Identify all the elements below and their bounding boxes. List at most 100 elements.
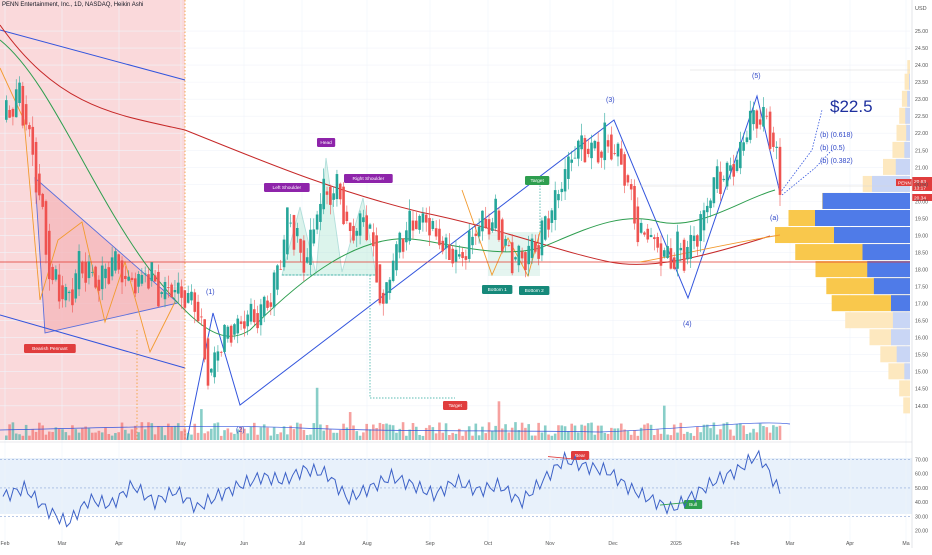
volume-bar [577,432,580,440]
volume-bar [57,428,61,440]
volume-bar [464,431,468,440]
candle-body [441,240,445,252]
candle-body [428,217,431,236]
candle-body [507,245,511,246]
pennant-triangle [34,176,179,334]
candle-body [219,351,223,353]
volume-bar [524,427,527,440]
volume-bar [451,432,454,440]
volume-bar [705,424,709,440]
candle-body [153,275,157,282]
candle-body [758,119,762,125]
volume-bar [193,423,197,440]
volume-bar [38,422,41,440]
volume-bar [262,424,266,440]
candle-body [712,177,716,204]
candle-body [553,190,557,220]
candle-body [269,302,273,307]
time-tick-label: Mar [786,541,795,547]
volume-profile-bar-other [815,210,910,227]
volume-bar [510,427,514,440]
volume-bar [114,433,117,440]
candle-body [18,82,21,104]
candle-body [5,100,8,120]
wave-b-0618-label: (b) (0.618) [820,132,853,139]
candle-body [77,251,81,290]
candle-body [262,296,266,317]
wave-4-label: (4) [683,321,692,328]
candle-body [74,273,78,299]
candle-body [715,166,719,189]
price-tick-label: 17.00 [915,302,928,308]
candle-body [107,267,111,284]
time-tick-label: Apr [115,541,123,547]
pennant-zigzag [0,67,176,354]
volume-profile-bar [903,397,910,414]
candle-body [163,281,167,300]
volume-bar [560,425,564,440]
volume-bar [239,426,243,440]
volume-bar [355,431,359,440]
volume-bar [213,423,216,440]
time-tick-label: Mar [58,541,67,547]
volume-bar [84,426,87,440]
volume-bar [491,430,494,440]
volume-bar [216,422,220,440]
candle-body [534,242,537,252]
price-tick-label: 17.50 [915,285,928,291]
candle-body [309,229,312,265]
volume-bar [342,423,345,440]
volume-bar [672,424,676,440]
volume-bar [547,434,550,440]
candle-body [196,301,200,322]
hs-target-label-bg [443,401,468,410]
volume-bar [669,435,673,440]
volume-bar [137,432,140,440]
rsi-tick-label: 30.00 [915,514,928,520]
volume-bar [140,422,144,440]
volume-bar [418,434,421,440]
volume-bar [130,429,134,440]
candle-body [672,257,676,269]
volume-bar [603,432,607,440]
volume-bar [252,422,256,440]
db-target-label: Target [530,178,544,184]
candle-body [765,115,769,117]
candle-body [335,174,339,200]
volume-bar [259,427,263,440]
volume-bar [748,432,752,440]
volume-bar [775,426,778,440]
candle-body [272,272,276,308]
right-shoulder-label-bg [344,174,393,183]
bullish-divergence-line [659,501,691,506]
candle-body [315,214,319,230]
candle-body [180,286,183,298]
countdown-value: 13:17 [914,186,926,192]
candle-body [368,224,372,229]
volume-bar [292,429,296,440]
volume-bar [606,433,610,440]
volume-bar [593,434,597,440]
volume-bar [504,424,507,440]
volume-bar [732,435,736,440]
candle-body [682,239,686,271]
volume-bar [543,425,547,440]
volume-bar [444,423,448,440]
candle-body [289,222,292,224]
candle-body [183,290,187,308]
candle-body [662,250,666,257]
volume-bar [391,425,395,440]
volume-bar [500,428,504,440]
candle-body [61,285,64,300]
volume-bar [729,429,732,440]
volume-bar [666,434,669,440]
candle-body [160,292,164,294]
volume-bar [8,424,11,440]
volume-bar [527,424,531,440]
candle-body [71,289,74,306]
candle-body [636,206,640,243]
candle-body [560,188,564,193]
candle-body [464,256,468,260]
volume-bar [11,422,15,440]
